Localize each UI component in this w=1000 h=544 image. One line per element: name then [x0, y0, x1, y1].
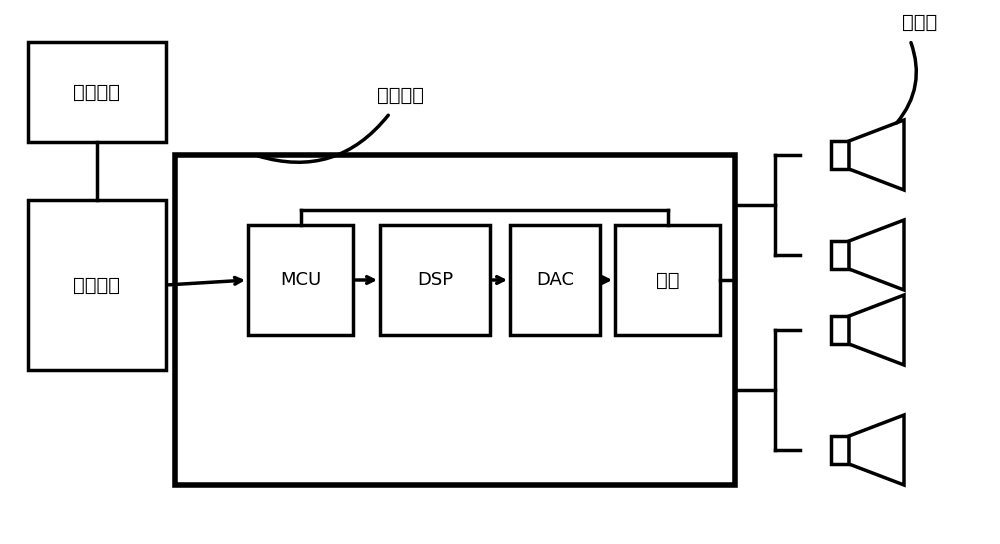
Polygon shape: [849, 120, 904, 190]
Bar: [175, 155, 735, 485]
Text: DAC: DAC: [536, 271, 574, 289]
Bar: [380, 225, 490, 335]
Bar: [615, 225, 720, 335]
Bar: [248, 225, 353, 335]
Text: 中控主机: 中控主机: [74, 275, 120, 294]
Bar: [831, 436, 849, 464]
Bar: [831, 316, 849, 344]
Bar: [831, 141, 849, 169]
Polygon shape: [849, 415, 904, 485]
Bar: [510, 225, 600, 335]
FancyArrowPatch shape: [897, 42, 916, 123]
Text: MCU: MCU: [280, 271, 321, 289]
Bar: [28, 42, 166, 142]
Bar: [831, 241, 849, 269]
Polygon shape: [849, 295, 904, 365]
Text: 功放主机: 功放主机: [376, 85, 424, 104]
Bar: [28, 200, 166, 370]
FancyArrowPatch shape: [258, 115, 388, 162]
Text: DSP: DSP: [417, 271, 453, 289]
Text: 扬声器: 扬声器: [902, 13, 938, 32]
Text: 功放: 功放: [656, 270, 679, 289]
Polygon shape: [849, 220, 904, 290]
Text: 智能天线: 智能天线: [74, 83, 120, 102]
